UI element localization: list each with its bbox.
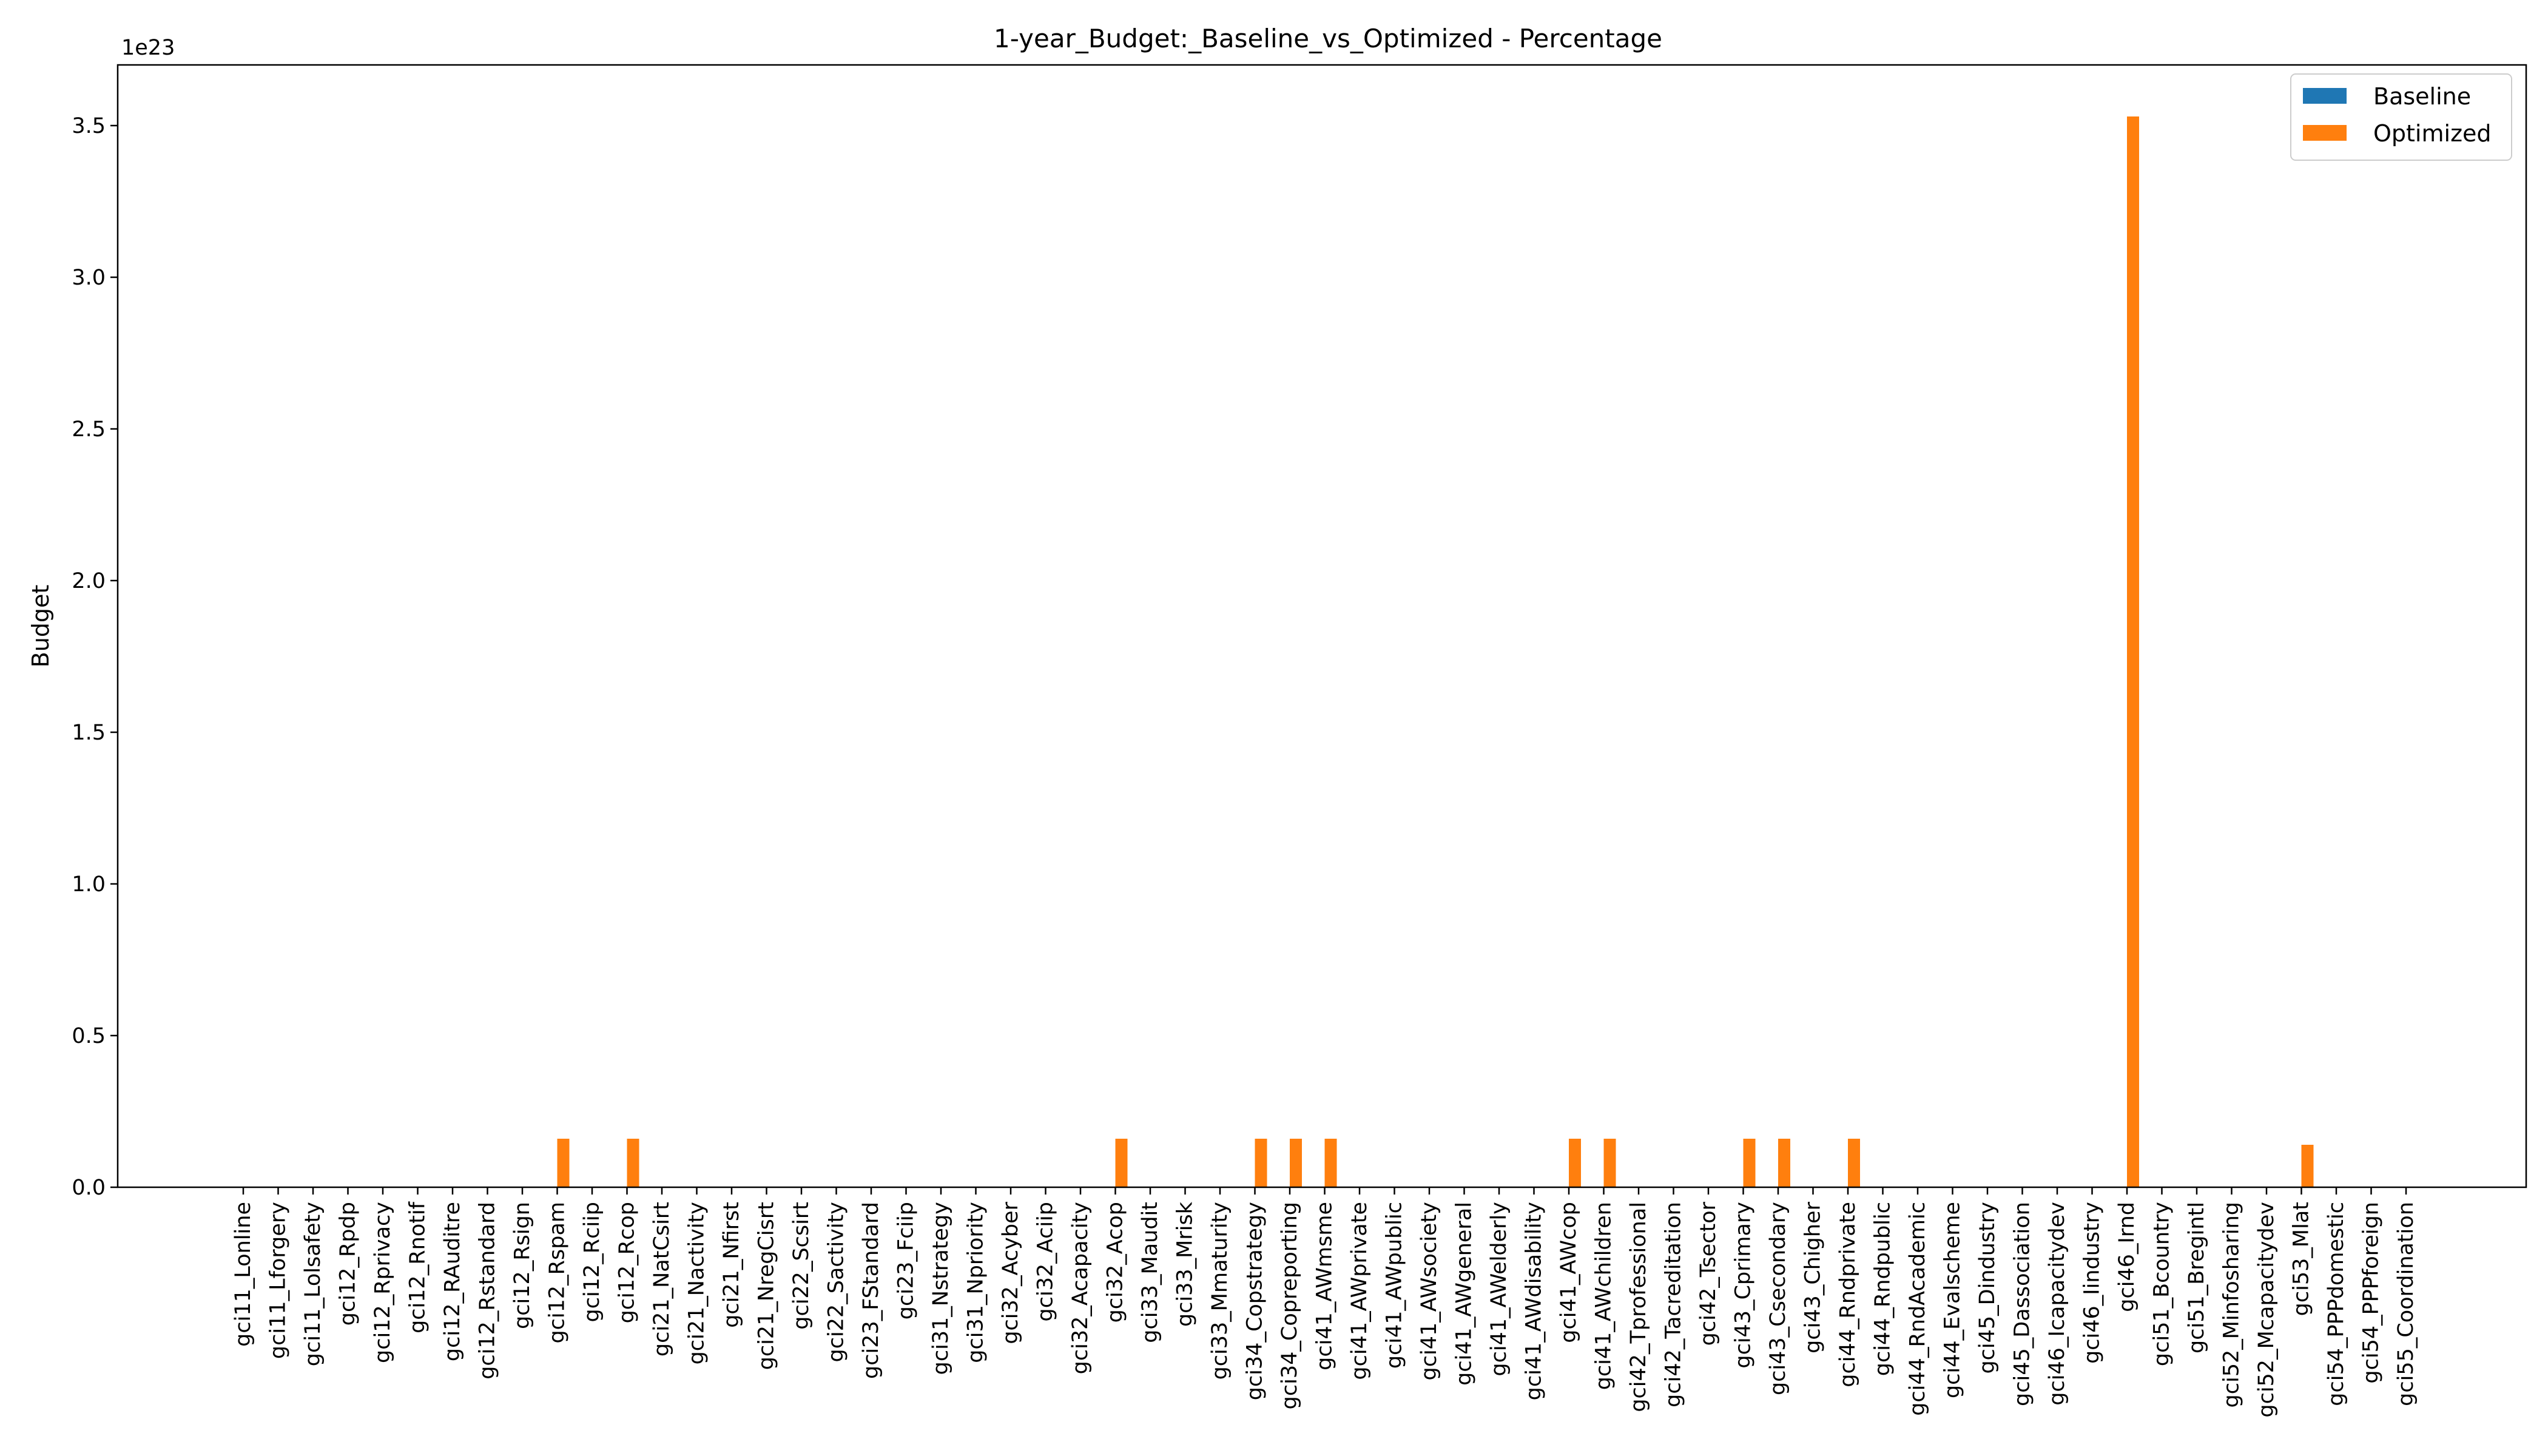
bar-optimized-31 xyxy=(1324,1139,1337,1187)
x-tick-label: gci22_Scsirt xyxy=(789,1202,814,1330)
y-tick-label: 1.0 xyxy=(72,872,106,897)
x-tick-label: gci12_Rcop xyxy=(615,1202,639,1323)
x-tick-label: gci46_Irnd xyxy=(2115,1202,2139,1312)
x-tick-label: gci32_Acop xyxy=(1104,1202,1128,1323)
legend-swatch-baseline xyxy=(2303,88,2347,104)
x-tick-label: gci41_AWdisability xyxy=(1522,1202,1546,1400)
legend: Baseline Optimized xyxy=(2290,73,2512,161)
bar-optimized-44 xyxy=(1778,1139,1790,1187)
bar-optimized-11 xyxy=(627,1139,639,1187)
x-tick-label: gci32_Aciip xyxy=(1034,1202,1058,1321)
x-tick-label: gci11_Lforgery xyxy=(266,1202,291,1359)
x-tick-label: gci45_Dassociation xyxy=(2010,1202,2035,1406)
bar-optimized-59 xyxy=(2301,1145,2314,1187)
x-tick-label: gci22_Sactivity xyxy=(824,1202,849,1362)
y-tick-label: 3.5 xyxy=(72,114,106,138)
x-tick-label: gci32_Acapacity xyxy=(1068,1202,1093,1374)
legend-label-optimized: Optimized xyxy=(2373,120,2492,147)
x-tick-label: gci31_Npriority xyxy=(964,1202,988,1363)
x-tick-label: gci12_Rprivacy xyxy=(371,1202,395,1363)
y-axis: 0.0 0.5 1.0 1.5 2.0 2.5 3.0 3.5 xyxy=(72,114,118,1200)
bar-optimized-9 xyxy=(557,1139,570,1187)
x-tick-label: gci42_Tacreditation xyxy=(1662,1202,1686,1407)
x-tick-label: gci21_Nactivity xyxy=(685,1202,709,1364)
x-tick-label: gci42_Tprofessional xyxy=(1626,1202,1651,1412)
y-axis-label: Budget xyxy=(27,585,54,668)
x-tick-label: gci12_RAuditre xyxy=(440,1202,465,1361)
x-tick-label: gci12_Rnotif xyxy=(406,1201,430,1333)
chart-title: 1-year_Budget:_Baseline_vs_Optimized - P… xyxy=(994,24,1662,53)
plot-frame xyxy=(116,64,2527,1188)
x-tick-label: gci41_AWprivate xyxy=(1347,1202,1372,1380)
x-tick-label: gci46_Icapacitydev xyxy=(2045,1202,2069,1406)
x-tick-label: gci52_Minfosharing xyxy=(2220,1202,2244,1407)
legend-swatch-optimized xyxy=(2303,125,2347,141)
x-tick-label: gci45_Dindustry xyxy=(1975,1202,2000,1374)
x-tick-label: gci51_Bcountry xyxy=(2150,1202,2174,1366)
bar-optimized-54 xyxy=(2127,116,2139,1187)
x-tick-label: gci12_Rciip xyxy=(580,1202,604,1322)
x-tick-label: gci23_FStandard xyxy=(859,1202,883,1379)
x-tick-label: gci34_Copstrategy xyxy=(1243,1202,1267,1400)
legend-label-baseline: Baseline xyxy=(2373,83,2471,110)
x-tick-label: gci44_RndAcademic xyxy=(1906,1202,1930,1416)
x-tick-label: gci42_Tsector xyxy=(1696,1201,1721,1346)
x-tick-label: gci12_Rpdp xyxy=(336,1202,360,1326)
x-tick-label: gci41_AWcop xyxy=(1557,1202,1581,1343)
y-tick-label: 2.5 xyxy=(72,417,106,442)
x-tick-label: gci23_Fciip xyxy=(894,1202,918,1320)
x-tick-label: gci31_Nstrategy xyxy=(929,1202,953,1375)
bar-optimized-43 xyxy=(1743,1139,1756,1187)
x-tick-label: gci43_Csecondary xyxy=(1766,1202,1790,1395)
x-tick-label: gci44_Rndpublic xyxy=(1871,1202,1895,1376)
x-tick-label: gci33_Maudit xyxy=(1138,1202,1162,1343)
y-axis-offset-text: 1e23 xyxy=(121,36,175,60)
bar-optimized-38 xyxy=(1569,1139,1581,1187)
x-tick-label: gci52_Mcapacitydev xyxy=(2254,1202,2279,1418)
x-tick-label: gci41_AWchildren xyxy=(1592,1202,1616,1390)
x-tick-label: gci44_Rndprivate xyxy=(1836,1202,1860,1387)
bars xyxy=(557,116,2314,1187)
x-tick-label: gci21_NatCsirt xyxy=(650,1202,674,1357)
x-tick-label: gci21_Nfirst xyxy=(720,1202,744,1328)
bar-optimized-39 xyxy=(1603,1139,1616,1187)
x-tick-label: gci41_AWelderly xyxy=(1487,1202,1511,1377)
bar-optimized-46 xyxy=(1848,1139,1860,1187)
bar-optimized-29 xyxy=(1255,1139,1267,1187)
x-tick-label: gci21_NregCisrt xyxy=(755,1202,779,1370)
x-tick-label: gci46_Iindustry xyxy=(2080,1202,2105,1364)
bar-optimized-25 xyxy=(1115,1139,1128,1187)
x-tick-label: gci12_Rstandard xyxy=(476,1202,500,1380)
y-tick-label: 0.0 xyxy=(72,1176,106,1200)
x-tick-label: gci54_PPPforeign xyxy=(2359,1202,2384,1384)
x-tick-label: gci33_Mrisk xyxy=(1173,1201,1198,1327)
x-tick-label: gci41_AWsociety xyxy=(1417,1202,1441,1380)
y-tick-label: 2.0 xyxy=(72,569,106,593)
x-tick-label: gci11_Lolsafety xyxy=(301,1202,325,1366)
x-tick-label: gci34_Copreporting xyxy=(1278,1202,1302,1409)
x-axis: gci11_Lonline gci11_Lforgery gci11_Lolsafe… xyxy=(231,1187,2418,1418)
x-tick-label: gci51_Bregintl xyxy=(2185,1202,2209,1353)
x-tick-label: gci41_AWgeneral xyxy=(1452,1202,1477,1386)
x-tick-label: gci33_Mmaturity xyxy=(1208,1202,1232,1380)
x-tick-label: gci12_Rsign xyxy=(510,1202,534,1329)
y-tick-label: 0.5 xyxy=(72,1024,106,1048)
x-tick-label: gci11_Lonline xyxy=(231,1202,255,1347)
x-tick-label: gci41_AWmsme xyxy=(1313,1202,1337,1370)
x-tick-label: gci54_PPPdomestic xyxy=(2324,1202,2348,1406)
x-tick-label: gci32_Acyber xyxy=(999,1201,1023,1344)
x-tick-label: gci12_Rspam xyxy=(545,1202,570,1344)
x-tick-label: gci53_Mlat xyxy=(2290,1202,2314,1316)
x-tick-label: gci55_Coordination xyxy=(2394,1202,2418,1406)
y-tick-label: 1.5 xyxy=(72,721,106,745)
bar-optimized-30 xyxy=(1290,1139,1302,1187)
x-tick-label: gci44_Evalscheme xyxy=(1941,1202,1965,1398)
y-tick-label: 3.0 xyxy=(72,266,106,290)
x-tick-label: gci43_Cprimary xyxy=(1731,1202,1756,1369)
x-tick-label: gci43_Chigher xyxy=(1801,1201,1825,1353)
x-tick-label: gci41_AWpublic xyxy=(1383,1202,1407,1369)
